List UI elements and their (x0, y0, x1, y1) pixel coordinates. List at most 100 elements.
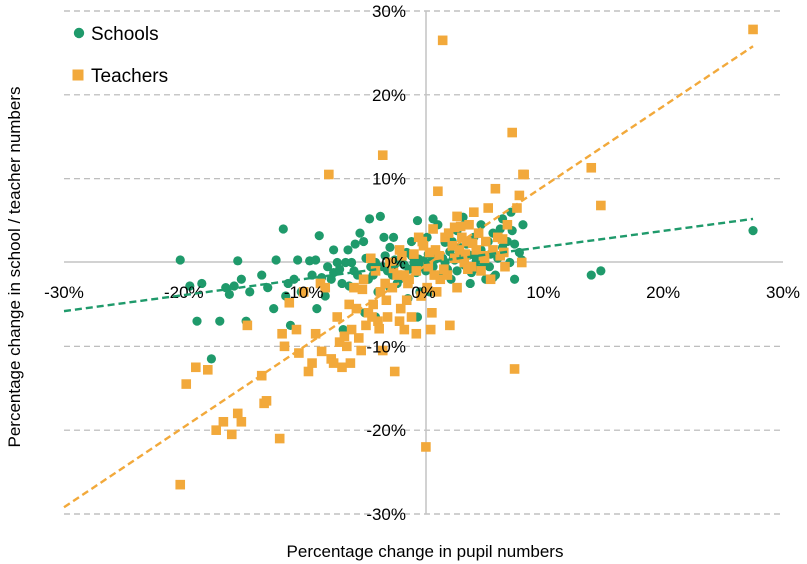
schools-point (375, 211, 385, 221)
teachers-point (377, 150, 388, 160)
schools-point (311, 255, 321, 265)
teachers-point (422, 282, 432, 293)
teachers-point (452, 211, 462, 222)
teachers-point (353, 333, 364, 343)
teachers-point (449, 222, 460, 233)
teachers-point (339, 331, 350, 342)
schools-point (518, 220, 528, 230)
teachers-point (277, 328, 287, 339)
teachers-point (417, 236, 428, 247)
x-tick-label: 20% (646, 283, 680, 302)
schools-point (379, 232, 389, 242)
schools-point (278, 224, 288, 234)
teachers-point (303, 366, 314, 377)
teachers-point (454, 245, 465, 255)
teachers-point (298, 287, 309, 297)
teachers-point (488, 245, 498, 255)
x-tick-label: 0% (411, 283, 436, 302)
teachers-point (351, 303, 362, 314)
teachers-point (416, 291, 426, 301)
schools-point (335, 264, 345, 274)
schools-point (388, 232, 399, 242)
schools-point (215, 316, 225, 326)
teachers-point (365, 253, 376, 264)
teachers-point (439, 264, 449, 275)
teachers-point (307, 358, 317, 368)
teachers-point (433, 186, 443, 197)
teachers-point (429, 270, 440, 280)
schools-trendline (63, 217, 754, 313)
teachers-point (191, 362, 201, 373)
teachers-point (274, 433, 285, 444)
teachers-point (399, 324, 410, 335)
teachers-point (514, 190, 525, 201)
teachers-point (497, 234, 508, 244)
schools-point (465, 278, 475, 289)
teachers-point (218, 416, 229, 427)
teachers-point (344, 299, 355, 310)
teachers-point (349, 282, 359, 293)
teachers-point (411, 328, 422, 339)
teachers-point (261, 396, 272, 406)
teachers-point (395, 303, 406, 314)
teachers-point (502, 219, 513, 230)
schools-point (269, 304, 279, 314)
teachers-point (461, 236, 472, 247)
teachers-point (748, 24, 758, 35)
teachers-point (345, 358, 356, 368)
teachers-point (437, 35, 448, 46)
teachers-point (226, 429, 237, 440)
teachers-point (406, 312, 417, 322)
teachers-point (346, 324, 357, 335)
teachers-trendline (63, 45, 754, 509)
teachers-point (431, 287, 442, 297)
teachers-point (401, 295, 412, 306)
teachers-point (387, 282, 398, 293)
teachers-point (357, 284, 368, 295)
schools-point (452, 266, 462, 276)
teachers-point (512, 203, 522, 213)
teachers-point (294, 348, 304, 358)
teachers-point (485, 274, 496, 285)
legend-item-schools: Schools (73, 24, 159, 45)
teachers-point (490, 183, 501, 194)
teachers-point (409, 249, 419, 259)
x-tick-label: 10% (526, 283, 560, 302)
teachers-point (447, 240, 458, 251)
legend: Schools Teachers (72, 24, 168, 87)
trendlines (63, 45, 754, 509)
teachers-point (518, 169, 528, 180)
schools-point (314, 231, 324, 241)
x-tick-label: -30% (44, 283, 84, 302)
teachers-point (385, 257, 395, 268)
schools-point (329, 245, 339, 255)
legend-item-teachers: Teachers (72, 66, 168, 87)
teachers-point (428, 224, 438, 234)
schools-point (495, 224, 505, 234)
schools-point (236, 274, 246, 284)
teachers-point (370, 266, 381, 276)
teachers-point (449, 253, 460, 264)
teachers-point (284, 297, 295, 308)
teachers-point (334, 337, 345, 347)
teachers-point (374, 323, 384, 334)
schools-point (586, 270, 596, 280)
teachers-point (500, 261, 510, 272)
teachers-point (242, 320, 253, 331)
teachers-point (473, 228, 484, 238)
x-tick-label: -10% (284, 283, 324, 302)
schools-point (175, 255, 185, 265)
teachers-point (380, 278, 390, 289)
teachers-point (459, 257, 470, 268)
teachers-point (377, 345, 388, 356)
teachers-point (328, 358, 339, 368)
teachers-point (507, 127, 517, 138)
schools-point (192, 316, 202, 326)
teachers-point (430, 245, 441, 255)
teachers-point (211, 425, 221, 435)
teachers-point (469, 207, 479, 217)
y-tick-labels: -30% -20% -10% 0% 10% 20% 30% (366, 2, 406, 524)
teachers-point (399, 270, 410, 280)
y-tick-label: -30% (366, 505, 406, 524)
